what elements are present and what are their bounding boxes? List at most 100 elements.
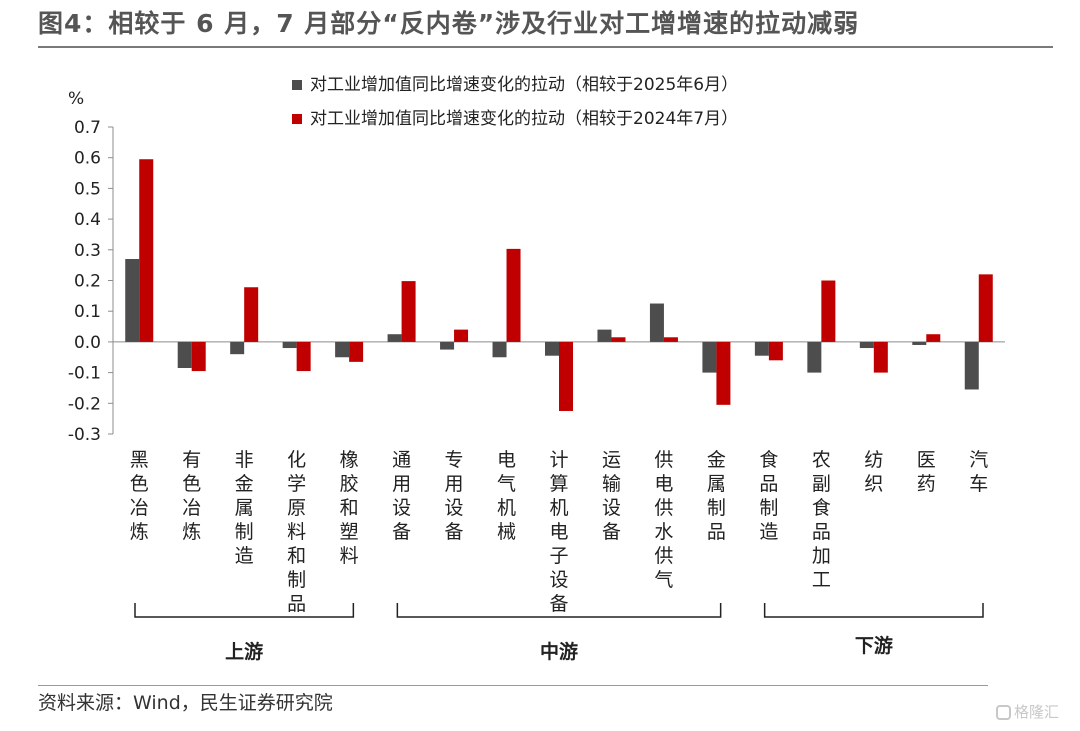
category-label-char: 设 bbox=[549, 569, 568, 591]
category-label-char: 械 bbox=[497, 521, 516, 543]
category-label-char: 造 bbox=[759, 521, 778, 543]
y-tick-label: 0.5 bbox=[74, 179, 101, 199]
bar-series-1-1 bbox=[125, 259, 140, 342]
bar-series-2-11 bbox=[663, 337, 678, 342]
bar-series-1-11 bbox=[649, 303, 664, 342]
group-label-3: 下游 bbox=[855, 634, 893, 657]
bar-series-2-13 bbox=[768, 341, 783, 361]
group-label-1: 上游 bbox=[225, 640, 263, 663]
category-label-char: 橡 bbox=[340, 449, 359, 471]
chart-title: 图4：相较于 6 月，7 月部分“反内卷”涉及行业对工增增速的拉动减弱 bbox=[38, 9, 860, 38]
watermark-text: 格隆汇 bbox=[1014, 703, 1060, 721]
group-bracket-3 bbox=[763, 603, 984, 618]
category-label-char: 塑 bbox=[340, 521, 359, 543]
category-label-char: 机 bbox=[549, 497, 568, 519]
category-label-char: 胶 bbox=[340, 473, 359, 495]
category-label-char: 电 bbox=[654, 473, 673, 495]
category-label-char: 品 bbox=[707, 521, 726, 543]
bar-series-2-6 bbox=[401, 281, 416, 342]
category-label-char: 属 bbox=[707, 473, 726, 495]
category-label-char: 有 bbox=[182, 449, 201, 471]
category-label-char: 电 bbox=[497, 449, 516, 471]
category-label-char: 冶 bbox=[182, 497, 201, 519]
bar-series-2-4 bbox=[296, 341, 311, 372]
bar-series-2-8 bbox=[506, 248, 521, 342]
bar-series-1-14 bbox=[807, 341, 822, 373]
category-label-char: 备 bbox=[602, 521, 621, 543]
category-label-char: 黑 bbox=[130, 449, 149, 471]
category-label-char: 备 bbox=[392, 521, 411, 543]
y-tick-label: 0.3 bbox=[74, 241, 101, 261]
category-label-char: 化 bbox=[287, 449, 306, 471]
category-label-char: 品 bbox=[759, 473, 778, 495]
bar-series-1-17 bbox=[964, 341, 979, 390]
bar-series-2-17 bbox=[978, 274, 993, 342]
bar-series-2-15 bbox=[873, 341, 888, 373]
legend-item-series-2: 对工业增加值同比增速变化的拉动（相较于2024年7月） bbox=[292, 107, 738, 131]
category-label-char: 制 bbox=[759, 497, 778, 519]
y-tick-label: 0.4 bbox=[74, 210, 101, 230]
y-tick-label: -0.3 bbox=[68, 425, 101, 445]
y-tick-label: 0.0 bbox=[74, 333, 101, 353]
category-label-char: 设 bbox=[392, 497, 411, 519]
category-label-char: 气 bbox=[654, 569, 673, 591]
category-label-char: 设 bbox=[602, 497, 621, 519]
category-label-char: 织 bbox=[864, 473, 883, 495]
category-label-char: 电 bbox=[549, 521, 568, 543]
category-label-char: 子 bbox=[549, 545, 568, 567]
category-label-char: 制 bbox=[287, 569, 306, 591]
category-label-char: 输 bbox=[602, 473, 621, 495]
category-label-char: 算 bbox=[549, 473, 568, 495]
category-label-char: 非 bbox=[235, 449, 254, 471]
source-note: 资料来源：Wind，民生证券研究院 bbox=[38, 692, 333, 714]
category-label-char: 制 bbox=[235, 521, 254, 543]
category-label-char: 色 bbox=[182, 473, 201, 495]
y-tick-label: 0.6 bbox=[74, 149, 101, 169]
category-label-char: 食 bbox=[759, 449, 778, 471]
category-label-char: 运 bbox=[602, 449, 621, 471]
group-bracket-1 bbox=[134, 603, 355, 618]
group-label-2: 中游 bbox=[540, 640, 578, 663]
title-divider bbox=[38, 46, 1053, 48]
bar-series-2-10 bbox=[611, 337, 626, 342]
category-label-char: 用 bbox=[445, 473, 464, 495]
bar-series-2-2 bbox=[191, 341, 206, 372]
bar-series-2-16 bbox=[926, 334, 941, 342]
watermark-logo-icon bbox=[996, 705, 1011, 720]
legend-label-series-2: 对工业增加值同比增速变化的拉动（相较于2024年7月） bbox=[310, 109, 739, 129]
bar-series-2-12 bbox=[716, 341, 731, 405]
category-label-char: 机 bbox=[497, 497, 516, 519]
category-label-char: 供 bbox=[654, 497, 673, 519]
category-label-char: 计 bbox=[549, 449, 568, 471]
bar-series-2-5 bbox=[349, 341, 364, 362]
bar-series-1-4 bbox=[282, 341, 297, 349]
category-label-char: 供 bbox=[654, 449, 673, 471]
bar-series-1-13 bbox=[754, 341, 769, 356]
bar-series-1-5 bbox=[335, 341, 350, 358]
watermark: 格隆汇 bbox=[996, 700, 1059, 724]
category-label-char: 专 bbox=[445, 449, 464, 471]
bar-series-1-7 bbox=[440, 341, 455, 350]
bar-series-1-9 bbox=[545, 341, 559, 356]
category-label-char: 原 bbox=[287, 497, 306, 519]
y-tick-label: 0.2 bbox=[74, 272, 101, 292]
category-label-char: 工 bbox=[812, 569, 831, 591]
category-label-char: 金 bbox=[235, 473, 254, 495]
category-label-char: 备 bbox=[445, 521, 464, 543]
legend-item-series-1: 对工业增加值同比增速变化的拉动（相较于2025年6月） bbox=[292, 73, 738, 97]
category-label-char: 学 bbox=[287, 473, 306, 495]
category-label-char: 炼 bbox=[130, 521, 149, 543]
category-label-char: 金 bbox=[707, 449, 726, 471]
category-label-char: 和 bbox=[287, 545, 306, 567]
category-label-char: 汽 bbox=[969, 449, 988, 471]
category-label-char: 副 bbox=[812, 473, 831, 495]
category-label-char: 色 bbox=[130, 473, 149, 495]
bar-series-2-1 bbox=[139, 159, 154, 342]
category-label-char: 品 bbox=[812, 521, 831, 543]
category-label-char: 农 bbox=[812, 449, 831, 471]
legend-swatch-series-1 bbox=[292, 80, 302, 90]
category-label-char: 属 bbox=[235, 497, 254, 519]
category-label-char: 加 bbox=[812, 545, 831, 567]
category-label-char: 设 bbox=[445, 497, 464, 519]
